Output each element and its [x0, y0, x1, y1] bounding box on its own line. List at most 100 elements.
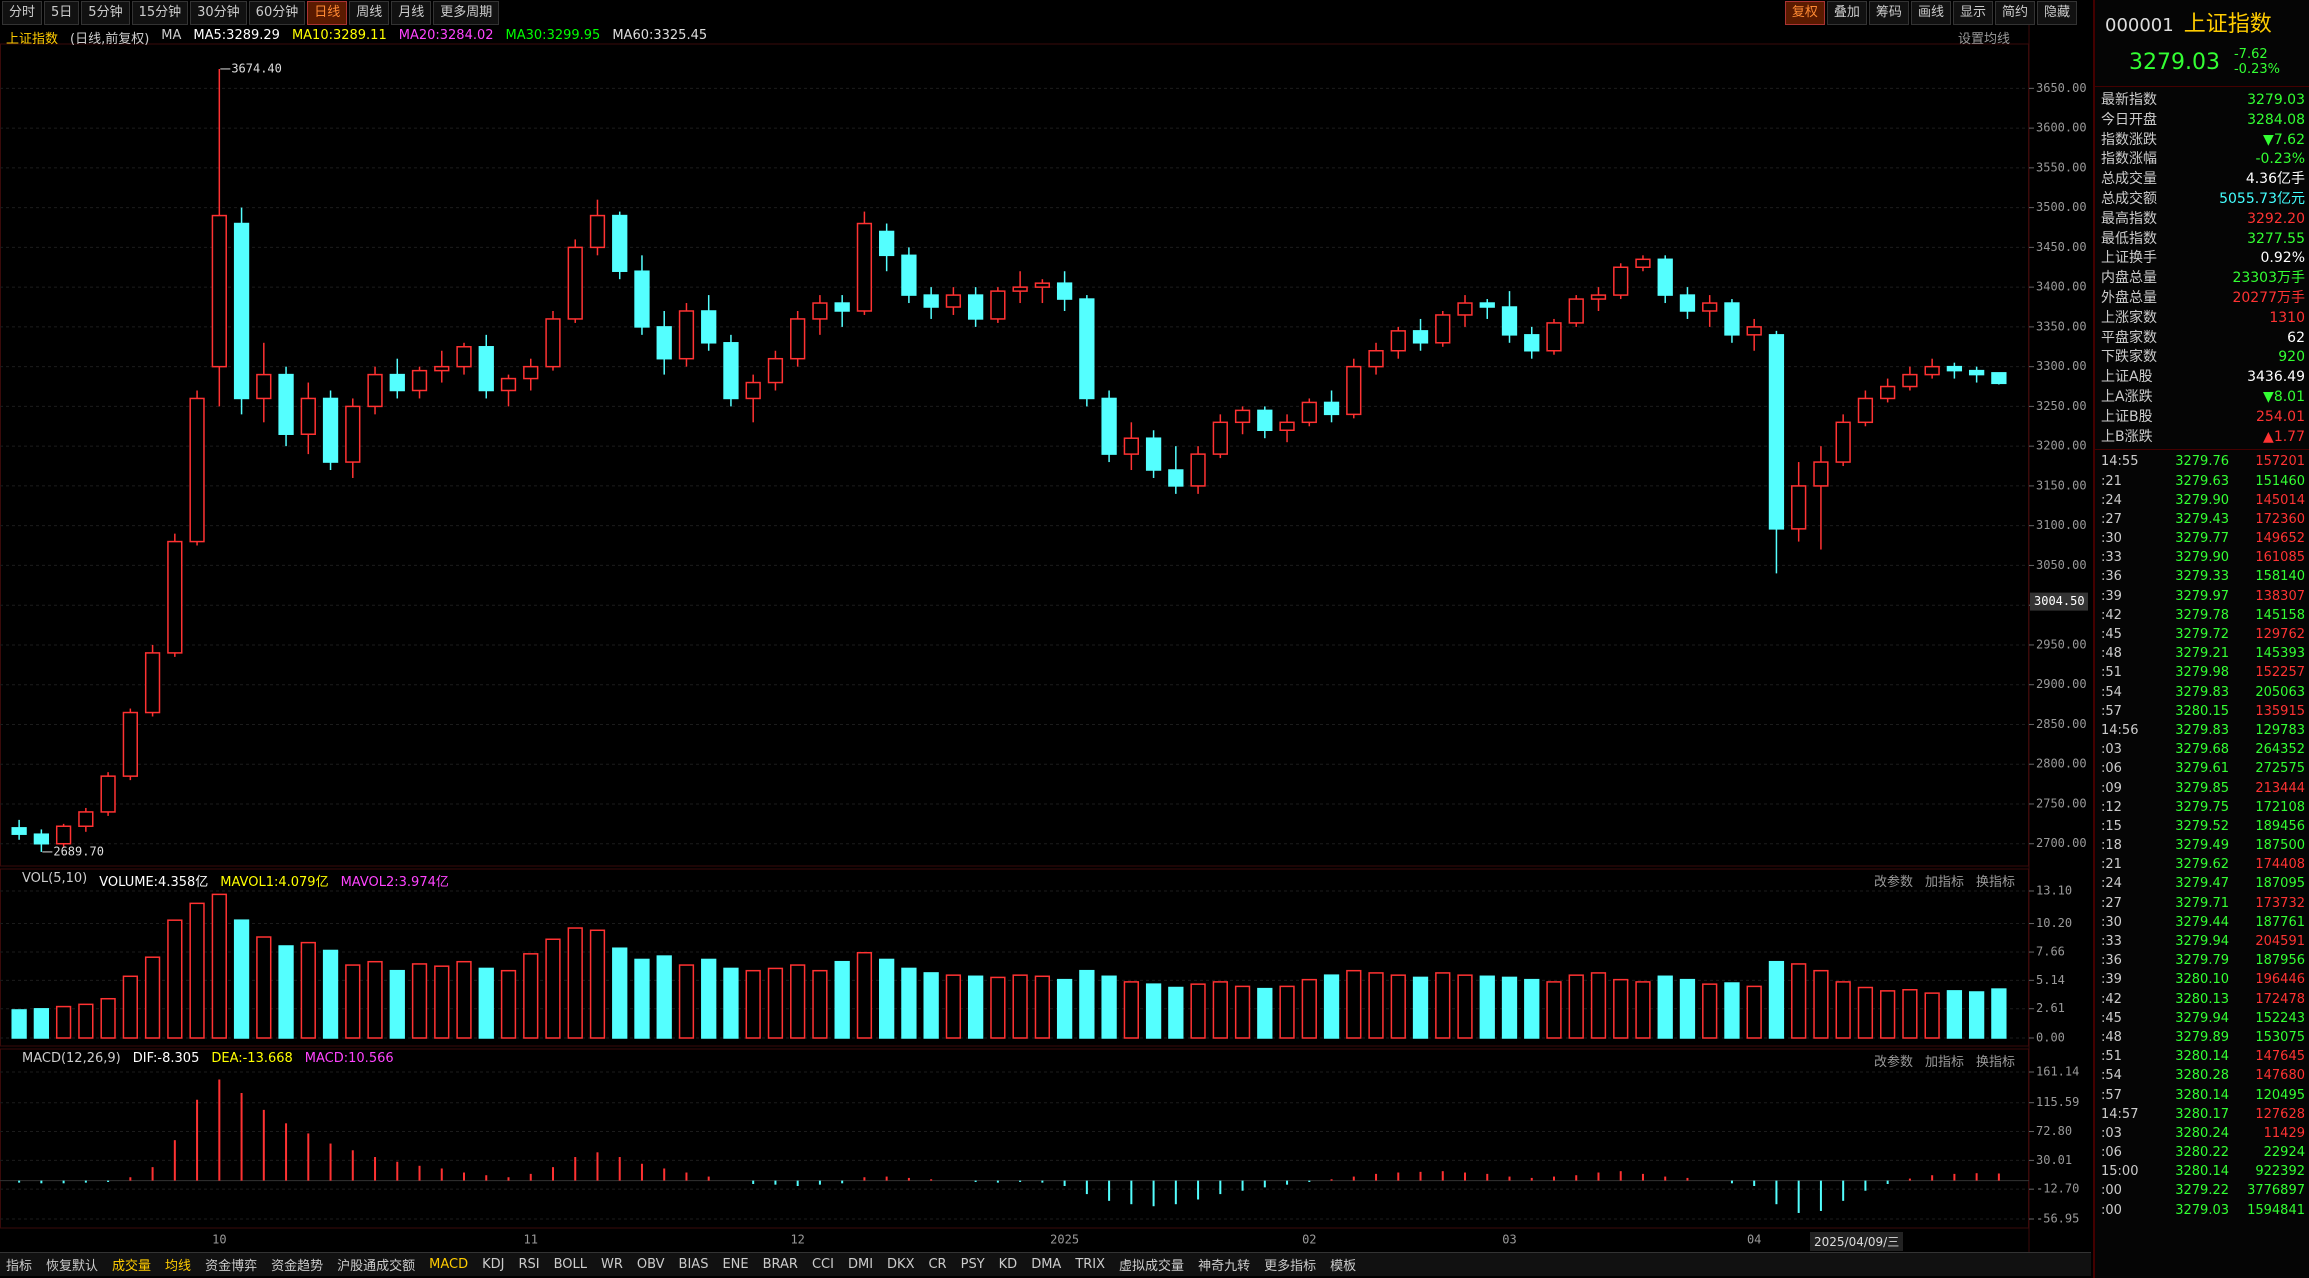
tab[interactable]: DKX — [887, 1257, 915, 1272]
row-label: 外盘总量 — [2101, 289, 2157, 306]
tab[interactable]: BOLL — [553, 1257, 587, 1272]
tick-time: :33 — [2101, 934, 2122, 950]
tool-button[interactable]: 显示 — [1952, 1, 1993, 25]
tick-row: :33 3279.90 161085 — [2095, 548, 2309, 567]
tab[interactable]: WR — [601, 1257, 623, 1272]
tab[interactable]: 更多指标 — [1264, 1259, 1317, 1274]
tool-button[interactable]: 隐藏 — [2036, 1, 2077, 25]
tab[interactable]: DMA — [1031, 1257, 1062, 1272]
panel-action[interactable]: 换指标 — [1976, 1055, 2016, 1070]
period-button[interactable]: 15分钟 — [131, 1, 189, 25]
volume-bar — [167, 919, 183, 1039]
tick-time: :45 — [2101, 627, 2122, 643]
tick-price: 3280.10 — [2175, 972, 2229, 988]
candle-body — [389, 373, 405, 392]
candle-body — [367, 373, 383, 408]
tab[interactable]: BIAS — [678, 1257, 709, 1272]
tab[interactable]: 成交量 — [112, 1259, 152, 1274]
tick-row: :36 3279.79 187956 — [2095, 951, 2309, 970]
candle-body — [1279, 421, 1295, 432]
tab[interactable]: KDJ — [482, 1257, 505, 1272]
tab[interactable]: 虚拟成交量 — [1119, 1259, 1185, 1274]
tab[interactable]: OBV — [636, 1257, 665, 1272]
period-button[interactable]: 日线 — [307, 1, 348, 25]
tool-button[interactable]: 画线 — [1910, 1, 1951, 25]
tab[interactable]: 资金博弈 — [205, 1259, 258, 1274]
tab[interactable]: KD — [998, 1257, 1018, 1272]
y-tick-label: -12.70 — [2036, 1182, 2079, 1196]
tool-button[interactable]: 简约 — [1994, 1, 2035, 25]
period-button[interactable]: 周线 — [349, 1, 390, 25]
tick-row: :03 3279.68 264352 — [2095, 740, 2309, 759]
tick-row: :00 3279.22 3776897 — [2095, 1181, 2309, 1200]
candle-body — [1702, 302, 1718, 312]
tool-button[interactable]: 叠加 — [1826, 1, 1867, 25]
tool-button[interactable]: 筹码 — [1868, 1, 1909, 25]
tab[interactable]: 模板 — [1330, 1259, 1357, 1274]
period-button[interactable]: 60分钟 — [248, 1, 306, 25]
ma-setting[interactable]: 设置均线 — [1958, 32, 2011, 47]
tab[interactable]: ENE — [722, 1257, 749, 1272]
period-bar: 分时 5日 5分钟 15分钟 30分钟 60分钟 日线 周线 月线 更多周期 — [2, 1, 500, 25]
tab[interactable]: TRIX — [1075, 1257, 1106, 1272]
panel-action[interactable]: 改参数 — [1874, 875, 1914, 890]
tab[interactable]: CR — [928, 1257, 947, 1272]
volume-bar — [967, 975, 984, 1039]
tick-time: :54 — [2101, 684, 2122, 700]
tab[interactable]: RSI — [518, 1257, 540, 1272]
panel-action[interactable]: 换指标 — [1976, 875, 2016, 890]
tick-volume: 264352 — [2255, 742, 2305, 758]
tool-button[interactable]: 复权 — [1784, 1, 1825, 25]
tick-price: 3280.13 — [2175, 991, 2229, 1007]
tick-price: 3280.15 — [2175, 703, 2229, 719]
y-tick-label: 3250.00 — [2036, 399, 2087, 413]
candle-body — [945, 294, 962, 308]
tick-row: :45 3279.72 129762 — [2095, 625, 2309, 644]
tab[interactable]: 指标 — [6, 1259, 33, 1274]
volume-bar — [33, 1008, 50, 1039]
period-button[interactable]: 分时 — [2, 1, 43, 25]
volume-bar — [834, 960, 850, 1039]
period-button[interactable]: 5分钟 — [81, 1, 130, 25]
tick-volume: 272575 — [2255, 761, 2305, 777]
mode: (日线,前复权) — [70, 32, 150, 47]
tick-rows: 14:55 3279.76 157201:21 3279.63 151460:24 327… — [2095, 449, 2309, 1220]
volume-bar — [11, 1009, 27, 1039]
y-tick-label: 3650.00 — [2036, 81, 2087, 95]
candle-body — [1301, 401, 1317, 424]
tab[interactable]: BRAR — [762, 1257, 798, 1272]
period-button[interactable]: 月线 — [391, 1, 432, 25]
tab[interactable]: 神奇九转 — [1198, 1259, 1251, 1274]
panel-action[interactable]: 加指标 — [1925, 1055, 1965, 1070]
candle-body — [1968, 369, 1985, 376]
tick-time: :06 — [2101, 1145, 2122, 1161]
panel-action[interactable]: 加指标 — [1925, 875, 1965, 890]
tick-volume: 172108 — [2255, 799, 2305, 815]
tick-price: 3279.78 — [2175, 607, 2229, 623]
period-button[interactable]: 更多周期 — [433, 1, 500, 25]
tab[interactable]: 沪股通成交额 — [337, 1259, 416, 1274]
y-tick-label: 72.80 — [2036, 1124, 2072, 1138]
tab[interactable]: DMI — [847, 1257, 874, 1272]
volume-bar — [1323, 974, 1340, 1039]
tick-volume: 138307 — [2255, 588, 2305, 604]
tick-volume: 129783 — [2255, 722, 2305, 738]
tick-price: 3279.62 — [2175, 857, 2229, 873]
tick-time: :03 — [2101, 1125, 2122, 1141]
tab[interactable]: 资金趋势 — [271, 1259, 324, 1274]
candle-body — [1768, 334, 1785, 530]
row-label: 上证B股 — [2101, 408, 2153, 425]
period-button[interactable]: 5日 — [44, 1, 80, 25]
tab[interactable]: PSY — [960, 1257, 985, 1272]
tab[interactable]: CCI — [811, 1257, 834, 1272]
tab[interactable]: 均线 — [165, 1259, 192, 1274]
tick-time: :27 — [2101, 895, 2122, 911]
panel-action[interactable]: 改参数 — [1874, 1055, 1914, 1070]
y-tick-label: 2.61 — [2036, 1001, 2065, 1015]
tab[interactable]: MACD — [429, 1257, 469, 1272]
tab[interactable]: 恢复默认 — [46, 1259, 99, 1274]
period-button[interactable]: 30分钟 — [190, 1, 247, 25]
code: 000001 — [2105, 15, 2174, 36]
tick-row: :00 3279.03 1594841 — [2095, 1201, 2309, 1220]
tick-row: :06 3279.61 272575 — [2095, 759, 2309, 778]
